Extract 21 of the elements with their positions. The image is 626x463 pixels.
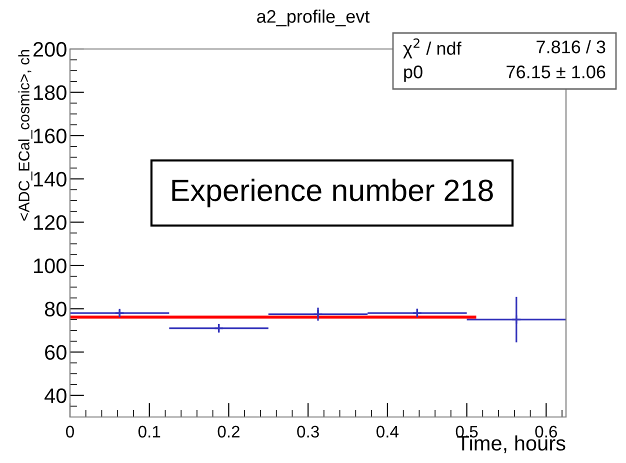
- x-tick-label: 0.2: [218, 426, 240, 438]
- chart-title: a2_profile_evt: [257, 10, 370, 26]
- annotation: χ$^{2}$ / ndf: [403, 38, 462, 58]
- x-tick-label: 0.4: [376, 426, 399, 438]
- y-tick-label: 100: [34, 258, 66, 274]
- x-tick-label: 0.1: [138, 426, 160, 438]
- y-axis-title: <ADC_ECal_cosmic>, ch: [18, 50, 32, 221]
- annotation: 76.15 ± 1.06: [506, 66, 606, 78]
- x-tick-label: 0.3: [297, 426, 319, 438]
- annotation: 7.816 / 3: [536, 40, 606, 54]
- x-tick-label: 0: [66, 426, 74, 438]
- y-tick-label: 180: [34, 85, 66, 100]
- annotation: p0: [404, 66, 422, 82]
- y-tick-label: 200: [34, 42, 66, 57]
- y-tick-label: 160: [34, 128, 66, 144]
- y-tick-label: 60: [45, 345, 66, 360]
- y-tick-label: 80: [44, 302, 66, 317]
- y-tick-label: 140: [34, 172, 66, 187]
- annotation: Experience number 218: [172, 178, 493, 208]
- y-tick-label: 40: [44, 388, 66, 404]
- y-tick-label: 120: [34, 215, 66, 230]
